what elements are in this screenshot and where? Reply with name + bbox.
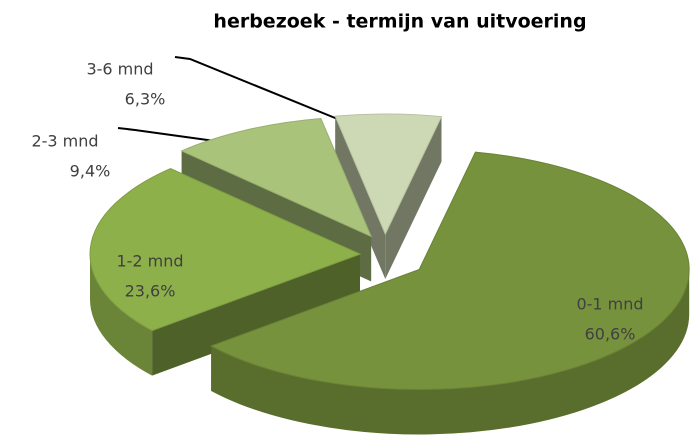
slice xyxy=(334,113,443,236)
data-label: 60,6% xyxy=(585,325,636,344)
data-label: 6,3% xyxy=(125,90,166,109)
slice-side xyxy=(385,116,442,279)
slice xyxy=(89,168,362,332)
category-label: 1-2 mnd xyxy=(116,252,183,271)
slice-side xyxy=(335,116,386,279)
pie xyxy=(89,113,690,435)
slice-side xyxy=(152,254,360,376)
slice xyxy=(209,151,690,390)
data-label: 23,6% xyxy=(125,282,176,301)
slice-wall xyxy=(211,269,690,435)
leader-line xyxy=(174,56,346,123)
category-label: 3-6 mnd xyxy=(86,60,153,79)
chart-title: herbezoek - termijn van uitvoering xyxy=(213,11,586,33)
slice-wall xyxy=(90,254,153,376)
category-label: 0-1 mnd xyxy=(576,295,643,314)
data-label: 9,4% xyxy=(70,162,111,181)
leader-line xyxy=(117,127,223,143)
category-label: 2-3 mnd xyxy=(31,132,98,151)
slice xyxy=(180,117,373,238)
